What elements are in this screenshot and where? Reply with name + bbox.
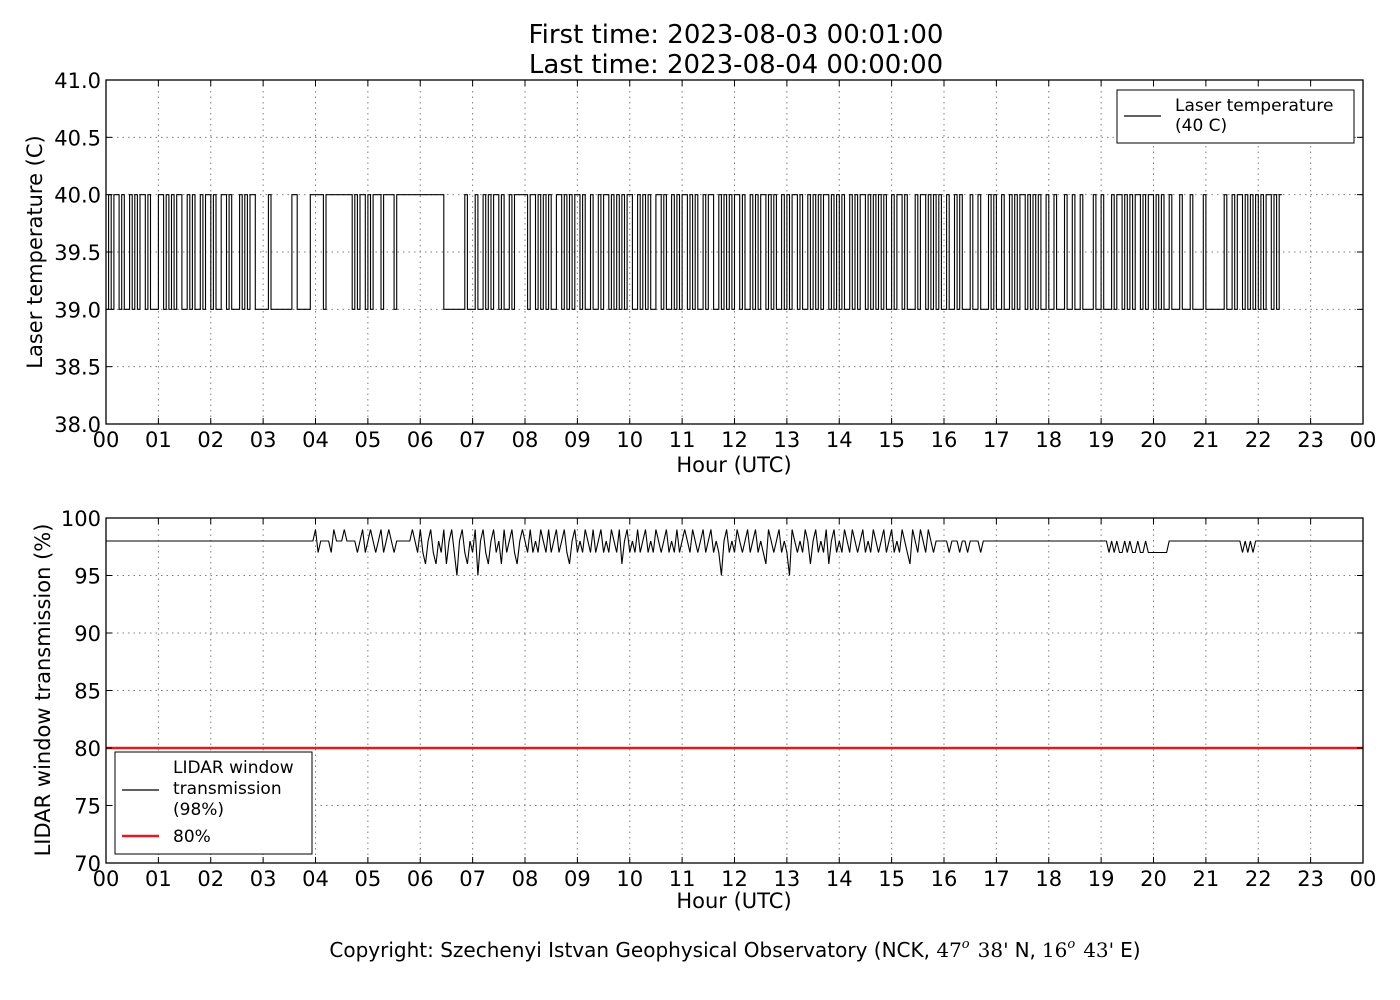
laser-temperature-xtick-label: 08 — [512, 428, 539, 452]
laser-temperature-xtick-label: 04 — [302, 428, 329, 452]
lidar-transmission-xtick-label: 00 — [93, 867, 120, 891]
lidar-transmission-xtick-label: 23 — [1297, 867, 1324, 891]
lidar-transmission-xtick-label: 22 — [1245, 867, 1272, 891]
laser-temperature-xtick-label: 15 — [878, 428, 905, 452]
lidar-transmission-xtick-label: 04 — [302, 867, 329, 891]
lidar-transmission-xtick-label: 10 — [616, 867, 643, 891]
lidar-transmission-ytick-label: 85 — [74, 680, 101, 704]
lidar-transmission-xtick-label: 03 — [250, 867, 277, 891]
lidar-transmission-xtick-label: 18 — [1035, 867, 1062, 891]
lidar-transmission-xtick-label: 08 — [512, 867, 539, 891]
lidar-transmission-xtick-label: 00 — [1350, 867, 1377, 891]
laser-temperature-ytick-label: 39.5 — [54, 241, 101, 265]
copyright-text: Copyright: Szechenyi Istvan Geophysical … — [329, 938, 936, 962]
laser-temperature-xtick-label: 09 — [564, 428, 591, 452]
laser-temperature-xtick-label: 00 — [93, 428, 120, 452]
lidar-transmission-xtick-label: 07 — [459, 867, 486, 891]
laser-temperature-legend-label-1: Laser temperature — [1175, 96, 1333, 116]
laser-temperature-xtick-label: 12 — [721, 428, 748, 452]
longitude-degree-mark: o — [1067, 937, 1075, 952]
lidar-transmission-ytick-label: 95 — [74, 565, 101, 589]
laser-temperature-xtick-label: 21 — [1193, 428, 1220, 452]
laser-temperature-xtick-label: 02 — [197, 428, 224, 452]
lidar-transmission-xtick-label: 06 — [407, 867, 434, 891]
lidar-transmission-xlabel: Hour (UTC) — [676, 889, 791, 913]
laser-temperature-xtick-label: 18 — [1035, 428, 1062, 452]
lidar-transmission-xtick-label: 13 — [774, 867, 801, 891]
laser-temperature-xtick-label: 10 — [616, 428, 643, 452]
laser-temperature-xtick-label: 05 — [355, 428, 382, 452]
laser-temperature-xtick-label: 17 — [983, 428, 1010, 452]
lidar-transmission-xtick-label: 16 — [931, 867, 958, 891]
laser-temperature-xtick-label: 00 — [1350, 428, 1377, 452]
lidar-transmission-legend: LIDAR window transmission (98%) 80% — [114, 751, 313, 855]
threshold-legend-label: 80% — [173, 827, 211, 847]
laser-temperature-ytick-label: 38.5 — [54, 356, 101, 380]
latitude-degrees: 47 — [936, 938, 961, 962]
laser-temperature-panel: 00 01 02 03 04 05 06 07 08 09 10 11 12 13 14 15 16 17 18 19… — [23, 69, 1376, 477]
lidar-transmission-xtick-label: 14 — [826, 867, 853, 891]
laser-temperature-ylabel: Laser temperature (C) — [23, 135, 47, 368]
lidar-transmission-xtick-label: 05 — [355, 867, 382, 891]
laser-temperature-ytick-label: 40.5 — [54, 126, 101, 150]
laser-temperature-xlabel: Hour (UTC) — [676, 453, 791, 477]
copyright-footer: Copyright: Szechenyi Istvan Geophysical … — [329, 937, 1140, 962]
latitude-minutes: 38' — [978, 938, 1009, 962]
lidar-transmission-xtick-label: 02 — [197, 867, 224, 891]
lidar-transmission-xtick-label: 17 — [983, 867, 1010, 891]
laser-temperature-xtick-label: 19 — [1088, 428, 1115, 452]
lidar-transmission-xtick-label: 09 — [564, 867, 591, 891]
figure-title-line1: First time: 2023-08-03 00:01:00 — [529, 20, 944, 50]
latitude-degree-mark: o — [962, 937, 970, 952]
lidar-transmission-xtick-label: 19 — [1088, 867, 1115, 891]
lidar-transmission-xtick-label: 01 — [145, 867, 172, 891]
laser-temperature-xtick-label: 14 — [826, 428, 853, 452]
lidar-transmission-ytick-label: 75 — [74, 795, 101, 819]
lidar-transmission-legend-label-2: transmission — [173, 779, 282, 799]
laser-temperature-ytick-label: 41.0 — [54, 69, 101, 93]
longitude-minutes: 43' — [1083, 938, 1114, 962]
lidar-transmission-legend-label-3: (98%) — [173, 800, 224, 820]
lidar-transmission-xtick-label: 12 — [721, 867, 748, 891]
laser-temperature-line — [106, 194, 1282, 310]
lidar-transmission-panel: 00 01 02 03 04 05 06 07 08 09 10 11 12 13 14 15 16 17 18 19… — [31, 507, 1376, 913]
lidar-transmission-ylabel: LIDAR window transmission (%) — [31, 524, 55, 857]
longitude-degrees: 16 — [1042, 938, 1067, 962]
lidar-transmission-ytick-label: 70 — [74, 852, 101, 876]
laser-temperature-xtick-label: 22 — [1245, 428, 1272, 452]
lidar-transmission-xtick-label: 15 — [878, 867, 905, 891]
lidar-transmission-ytick-label: 100 — [61, 507, 101, 531]
lidar-transmission-series — [106, 529, 1363, 576]
laser-temperature-xtick-label: 11 — [669, 428, 696, 452]
lidar-transmission-xtick-label: 20 — [1140, 867, 1167, 891]
laser-temperature-xtick-label: 06 — [407, 428, 434, 452]
laser-temperature-ticks: 00 01 02 03 04 05 06 07 08 09 10 11 12 13 14 15 16 17 18 19… — [54, 69, 1376, 452]
lidar-transmission-legend-label-1: LIDAR window — [173, 758, 294, 778]
laser-temperature-xtick-label: 01 — [145, 428, 172, 452]
lidar-transmission-ytick-label: 90 — [74, 622, 101, 646]
lidar-transmission-xtick-label: 11 — [669, 867, 696, 891]
longitude-direction: E) — [1120, 938, 1140, 962]
lidar-transmission-ytick-label: 80 — [74, 737, 101, 761]
laser-temperature-ytick-label: 40.0 — [54, 184, 101, 208]
laser-temperature-xtick-label: 23 — [1297, 428, 1324, 452]
laser-temperature-series — [106, 194, 1282, 310]
latitude-direction: N, — [1015, 938, 1036, 962]
laser-temperature-xtick-label: 03 — [250, 428, 277, 452]
lidar-transmission-ticks: 00 01 02 03 04 05 06 07 08 09 10 11 12 13 14 15 16 17 18 19… — [61, 507, 1376, 891]
laser-temperature-xtick-label: 13 — [774, 428, 801, 452]
laser-temperature-legend-label-2: (40 C) — [1175, 116, 1227, 136]
lidar-transmission-line — [106, 529, 1363, 576]
laser-temperature-xtick-label: 16 — [931, 428, 958, 452]
laser-temperature-xtick-label: 07 — [459, 428, 486, 452]
figure-title-line2: Last time: 2023-08-04 00:00:00 — [529, 50, 943, 80]
laser-temperature-ytick-label: 38.0 — [54, 413, 101, 437]
laser-temperature-ytick-label: 39.0 — [54, 298, 101, 322]
laser-temperature-xtick-label: 20 — [1140, 428, 1167, 452]
lidar-transmission-xtick-label: 21 — [1193, 867, 1220, 891]
laser-temperature-legend: Laser temperature (40 C) — [1116, 89, 1355, 144]
